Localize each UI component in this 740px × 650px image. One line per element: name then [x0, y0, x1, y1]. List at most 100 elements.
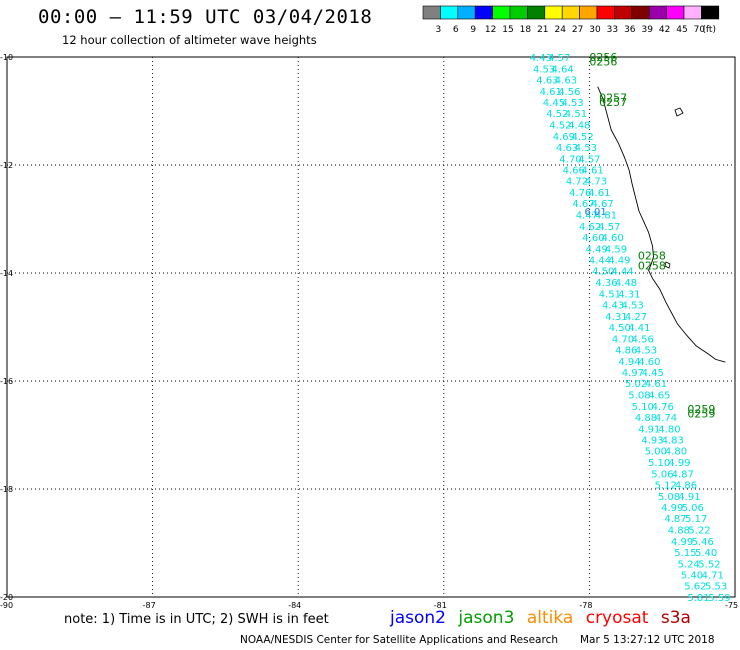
- wave-height-value-right: 4.80: [665, 447, 687, 458]
- wave-height-value-left: 4.31: [605, 312, 627, 323]
- legend-label: 18: [520, 25, 532, 35]
- inlet: [664, 261, 671, 269]
- wave-height-value-left: 4.62: [579, 222, 601, 233]
- pass-time-label: 0258: [638, 250, 666, 263]
- wave-height-value-left: 4.70: [612, 334, 634, 345]
- wave-height-value-right: 4.71: [702, 571, 724, 582]
- wave-height-value-right: 4.83: [662, 436, 684, 447]
- wave-height-value-left: 4.94: [618, 357, 640, 368]
- wave-height-value-left: 5.02: [625, 379, 647, 390]
- wave-height-value-left: 5.40: [681, 571, 703, 582]
- wave-height-value-left: 4.86: [615, 346, 637, 357]
- wave-height-value-right: 5.06: [682, 503, 704, 514]
- wave-height-value-left: 4.51: [599, 289, 621, 300]
- wave-height-value-left: 4.52: [549, 121, 571, 132]
- wave-height-value-left: 4.49: [586, 244, 608, 255]
- credit-line: NOAA/NESDIS Center for Satellite Applica…: [240, 634, 558, 646]
- wave-height-value-right: 4.60: [602, 233, 624, 244]
- legend-label: 12: [485, 25, 496, 35]
- wave-height-value-left: 5.08: [628, 391, 650, 402]
- wave-height-value-left: 4.87: [664, 514, 686, 525]
- longitude-label: -90: [0, 601, 13, 610]
- wave-height-value-right: 4.59: [605, 244, 627, 255]
- wave-height-value-left: 4.36: [595, 278, 617, 289]
- generation-timestamp: Mar 5 13:27:12 UTC 2018: [580, 634, 715, 646]
- wave-height-value-right: 4.57: [578, 154, 600, 165]
- legend-label: 27: [572, 25, 583, 35]
- legend-swatch: [701, 5, 720, 20]
- legend-label: 24: [554, 25, 566, 35]
- satellite-s3a: s3a: [660, 608, 691, 628]
- wave-height-value-right: 4.27: [625, 312, 647, 323]
- legend-label: 3: [436, 25, 442, 35]
- wave-height-value-right: 4.65: [648, 391, 670, 402]
- satellite-jason2: jason2: [390, 608, 446, 628]
- wave-height-value-right: 4.61: [582, 166, 604, 177]
- wave-height-value-left: 4.61: [540, 87, 562, 98]
- satellite-legend: jason2 jason3 altika cryosat s3a: [390, 608, 698, 628]
- map-frame: [6, 56, 736, 598]
- wave-height-value-left: 5.81: [687, 593, 709, 604]
- pass-time-label: 0256: [589, 55, 617, 68]
- map-subtitle: 12 hour collection of altimeter wave hei…: [62, 33, 317, 47]
- island: [674, 107, 684, 117]
- wave-height-value-right: 4.41: [628, 323, 650, 334]
- longitude-label: -78: [579, 601, 592, 610]
- wave-height-value-right: 4.53: [622, 301, 644, 312]
- wave-height-value-right: 4.57: [548, 53, 570, 64]
- wave-height-value-left: 4.70: [559, 154, 581, 165]
- longitude-label: -75: [725, 601, 738, 610]
- pass-time-label: 0259: [687, 403, 715, 416]
- wave-height-value-left: 5.24: [678, 559, 700, 570]
- wave-height-value-right: 5.53: [705, 582, 727, 593]
- wave-height-value-right: 4.31: [618, 289, 640, 300]
- wave-height-value-left: 5.62: [684, 582, 706, 593]
- wave-height-value-right: 4.48: [615, 278, 637, 289]
- wave-height-value-right: 4.60: [638, 357, 660, 368]
- wave-height-value-left: 5.06: [651, 469, 673, 480]
- wave-height-value-right: 4.81: [595, 211, 617, 222]
- legend-label: 15: [502, 25, 513, 35]
- wave-height-value-left: 4.43: [530, 53, 552, 64]
- legend-unit: (ft): [702, 25, 716, 35]
- wave-height-value-left: 4.50: [592, 267, 614, 278]
- satellite-cryosat: cryosat: [585, 608, 649, 628]
- wave-height-value-left: 5.10: [648, 458, 670, 469]
- wave-height-value-left: 4.99: [671, 537, 693, 548]
- longitude-label: -87: [143, 601, 156, 610]
- wave-height-value-right: 5.46: [692, 537, 714, 548]
- wave-height-value-right: 4.64: [552, 64, 574, 75]
- wave-height-value-right: 5.17: [685, 514, 707, 525]
- legend-label: 39: [641, 25, 653, 35]
- wave-height-value-right: 4.80: [658, 424, 680, 435]
- wave-height-value-right: 4.52: [572, 132, 594, 143]
- wave-height-value-right: 4.56: [632, 334, 654, 345]
- wave-height-value-left: 4.63: [556, 143, 578, 154]
- latitude-label: -12: [0, 161, 13, 170]
- wave-height-value-right: 5.40: [695, 548, 717, 559]
- wave-height-value-left: 4.93: [641, 436, 663, 447]
- pass-time-label: 0259: [687, 407, 715, 420]
- wave-height-value-right: 4.53: [562, 98, 584, 109]
- wave-height-value-right: 4.67: [592, 199, 614, 210]
- satellite-altika: altika: [526, 608, 574, 628]
- wave-height-value-right: 4.53: [635, 346, 657, 357]
- pass-time-label: 0258: [638, 259, 666, 272]
- longitude-label: -84: [288, 601, 301, 610]
- longitude-label: -81: [434, 601, 447, 610]
- latitude-label: -18: [0, 485, 13, 494]
- wave-height-value-right: 5.22: [688, 526, 710, 537]
- latitude-label: -10: [0, 53, 13, 62]
- wave-height-value-left: 4.45: [543, 98, 565, 109]
- wave-height-value-left: 4.72: [566, 177, 588, 188]
- wave-height-value-right: 4.44: [612, 267, 634, 278]
- coastline: [597, 86, 726, 363]
- wave-height-value-right: 4.74: [655, 413, 677, 424]
- wave-height-value-right: 5.59: [708, 593, 730, 604]
- latitude-label: -14: [0, 269, 13, 278]
- pass-time-label: 0256: [589, 51, 617, 64]
- wave-height-value-right: 5.52: [698, 559, 720, 570]
- map-title: 00:00 – 11:59 UTC 03/04/2018: [38, 6, 373, 28]
- wave-height-highlight: 6.01: [585, 207, 607, 218]
- wave-height-value-right: 4.57: [598, 222, 620, 233]
